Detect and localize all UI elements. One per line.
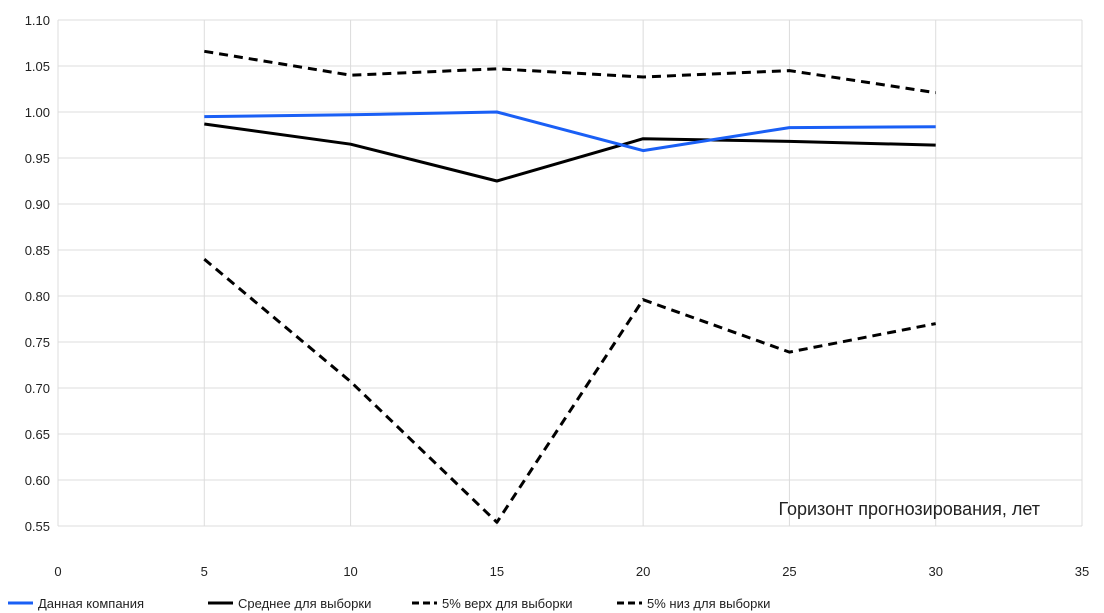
- y-tick-label: 0.90: [25, 197, 50, 212]
- y-tick-label: 1.10: [25, 13, 50, 28]
- legend-label: Данная компания: [38, 596, 144, 611]
- y-tick-label: 0.75: [25, 335, 50, 350]
- series-line-2: [204, 49, 936, 95]
- y-tick-label: 0.65: [25, 427, 50, 442]
- x-tick-label: 10: [343, 564, 357, 579]
- y-tick-label: 1.05: [25, 59, 50, 74]
- y-tick-label: 0.60: [25, 473, 50, 488]
- x-tick-label: 25: [782, 564, 796, 579]
- y-tick-label: 0.80: [25, 289, 50, 304]
- series-line-0: [204, 110, 936, 153]
- grid-lines: [57, 19, 1083, 527]
- legend-label: Среднее для выборки: [238, 596, 371, 611]
- x-tick-label: 35: [1075, 564, 1089, 579]
- series-line-3: [203, 258, 936, 524]
- x-tick-label: 5: [201, 564, 208, 579]
- chart-annotation: Горизонт прогнозирования, лет: [778, 499, 1040, 519]
- series-line-1: [204, 122, 936, 183]
- y-tick-label: 0.55: [25, 519, 50, 534]
- series-lines: [203, 49, 936, 524]
- y-tick-label: 0.85: [25, 243, 50, 258]
- x-axis-tick-labels: 0 5 10 15 20 25 30 35: [54, 564, 1089, 579]
- y-tick-label: 0.70: [25, 381, 50, 396]
- x-tick-label: 0: [54, 564, 61, 579]
- x-tick-label: 20: [636, 564, 650, 579]
- x-tick-label: 30: [928, 564, 942, 579]
- legend-label: 5% низ для выборки: [647, 596, 770, 611]
- y-tick-label: 0.95: [25, 151, 50, 166]
- x-tick-label: 15: [490, 564, 504, 579]
- legend-label: 5% верх для выборки: [442, 596, 573, 611]
- y-tick-label: 1.00: [25, 105, 50, 120]
- y-axis-tick-labels: 0.55 0.60 0.65 0.70 0.75 0.80 0.85 0.90 0.95 1.00…: [25, 13, 50, 534]
- legend: Данная компания Среднее для выборки 5% вер…: [8, 596, 770, 611]
